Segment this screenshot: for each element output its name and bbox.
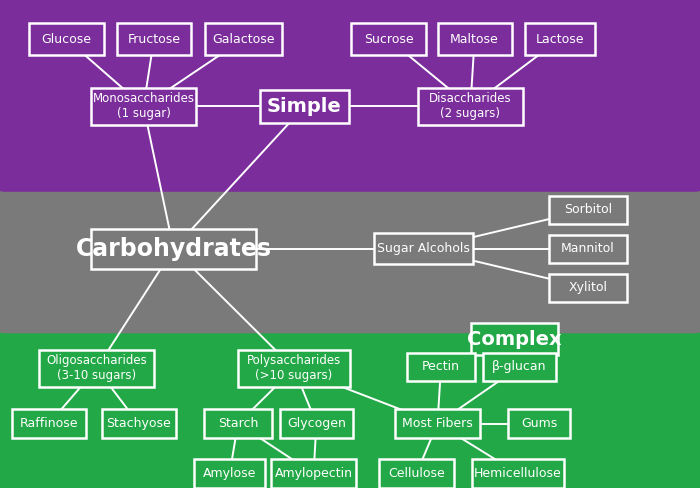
FancyBboxPatch shape bbox=[260, 90, 349, 123]
Text: Sorbitol: Sorbitol bbox=[564, 203, 612, 216]
FancyBboxPatch shape bbox=[29, 23, 104, 55]
FancyBboxPatch shape bbox=[204, 23, 282, 55]
Text: Lactose: Lactose bbox=[536, 33, 584, 45]
FancyBboxPatch shape bbox=[374, 233, 473, 264]
Text: Amylose: Amylose bbox=[203, 467, 256, 480]
FancyBboxPatch shape bbox=[39, 350, 154, 387]
Text: Polysaccharides
(>10 sugars): Polysaccharides (>10 sugars) bbox=[247, 354, 341, 383]
Text: Starch: Starch bbox=[218, 417, 258, 430]
FancyBboxPatch shape bbox=[204, 409, 272, 438]
Text: Monosaccharides
(1 sugar): Monosaccharides (1 sugar) bbox=[92, 92, 195, 121]
FancyBboxPatch shape bbox=[237, 350, 350, 387]
Text: Glycogen: Glycogen bbox=[287, 417, 346, 430]
Text: Disaccharides
(2 sugars): Disaccharides (2 sugars) bbox=[429, 92, 512, 121]
Text: Sugar Alcohols: Sugar Alcohols bbox=[377, 243, 470, 255]
FancyBboxPatch shape bbox=[483, 353, 556, 381]
Text: Pectin: Pectin bbox=[422, 361, 460, 373]
Text: Cellulose: Cellulose bbox=[388, 467, 445, 480]
FancyBboxPatch shape bbox=[91, 88, 196, 125]
FancyBboxPatch shape bbox=[195, 459, 265, 488]
FancyBboxPatch shape bbox=[525, 23, 595, 55]
FancyBboxPatch shape bbox=[417, 88, 524, 125]
FancyBboxPatch shape bbox=[549, 235, 627, 263]
Text: Gums: Gums bbox=[521, 417, 557, 430]
Text: Maltose: Maltose bbox=[450, 33, 499, 45]
Text: Complex: Complex bbox=[467, 330, 562, 348]
Text: β-glucan: β-glucan bbox=[492, 361, 547, 373]
FancyBboxPatch shape bbox=[438, 23, 512, 55]
FancyBboxPatch shape bbox=[0, 0, 700, 192]
FancyBboxPatch shape bbox=[379, 459, 454, 488]
Text: Raffinose: Raffinose bbox=[20, 417, 78, 430]
Text: Xylitol: Xylitol bbox=[568, 282, 608, 294]
Text: Stachyose: Stachyose bbox=[106, 417, 171, 430]
FancyBboxPatch shape bbox=[407, 353, 475, 381]
FancyBboxPatch shape bbox=[91, 229, 256, 269]
FancyBboxPatch shape bbox=[395, 409, 480, 438]
FancyBboxPatch shape bbox=[0, 316, 700, 488]
FancyBboxPatch shape bbox=[549, 274, 627, 302]
FancyBboxPatch shape bbox=[280, 409, 353, 438]
Text: Amylopectin: Amylopectin bbox=[274, 467, 353, 480]
Text: Sucrose: Sucrose bbox=[364, 33, 413, 45]
Text: Most Fibers: Most Fibers bbox=[402, 417, 473, 430]
FancyBboxPatch shape bbox=[102, 409, 176, 438]
Text: Fructose: Fructose bbox=[127, 33, 181, 45]
Text: Hemicellulose: Hemicellulose bbox=[474, 467, 562, 480]
FancyBboxPatch shape bbox=[549, 196, 627, 224]
Text: Simple: Simple bbox=[267, 97, 342, 116]
Text: Mannitol: Mannitol bbox=[561, 243, 615, 255]
Text: Carbohydrates: Carbohydrates bbox=[76, 237, 272, 261]
FancyBboxPatch shape bbox=[0, 174, 700, 333]
Text: Galactose: Galactose bbox=[212, 33, 275, 45]
FancyBboxPatch shape bbox=[471, 323, 558, 355]
FancyBboxPatch shape bbox=[351, 23, 426, 55]
FancyBboxPatch shape bbox=[117, 23, 191, 55]
Text: Glucose: Glucose bbox=[41, 33, 92, 45]
FancyBboxPatch shape bbox=[12, 409, 86, 438]
FancyBboxPatch shape bbox=[272, 459, 356, 488]
FancyBboxPatch shape bbox=[508, 409, 570, 438]
FancyBboxPatch shape bbox=[472, 459, 564, 488]
Text: Oligosaccharides
(3-10 sugars): Oligosaccharides (3-10 sugars) bbox=[46, 354, 147, 383]
